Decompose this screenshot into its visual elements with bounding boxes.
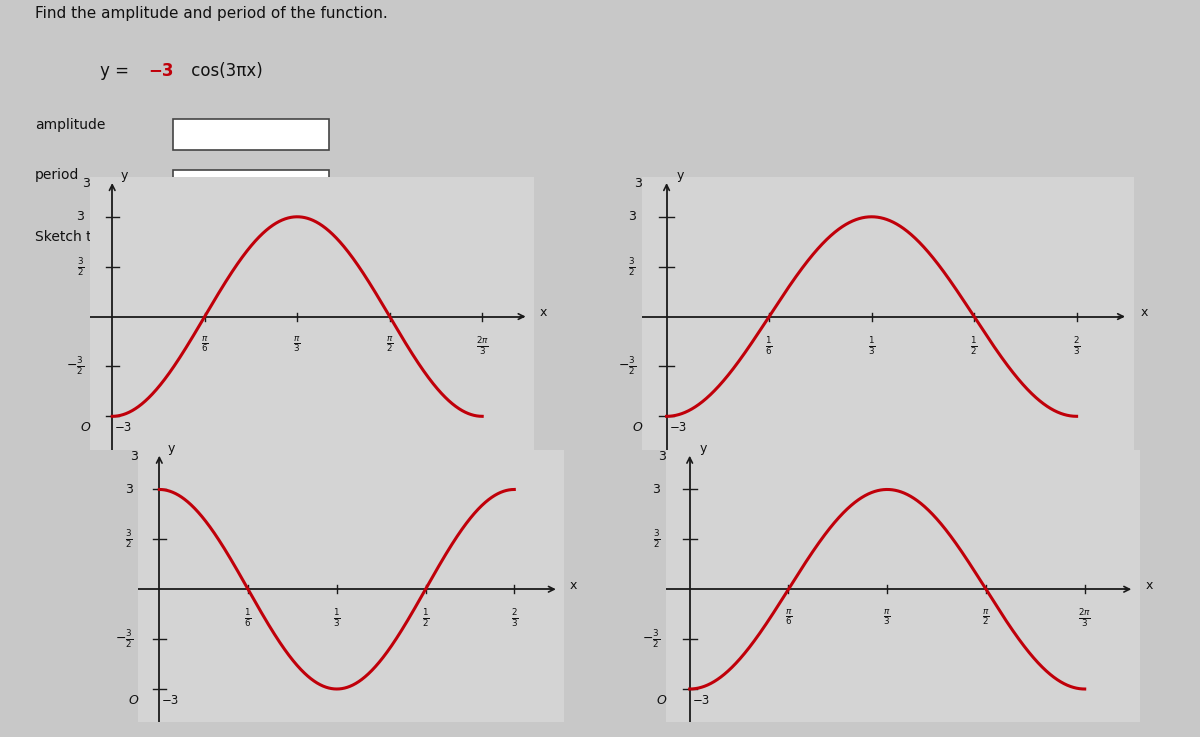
Text: $\frac{3}{2}$: $\frac{3}{2}$ bbox=[653, 528, 660, 551]
Text: $\frac{\pi}{3}$: $\frac{\pi}{3}$ bbox=[883, 607, 890, 627]
Text: Find the amplitude and period of the function.: Find the amplitude and period of the fun… bbox=[35, 6, 388, 21]
Text: amplitude: amplitude bbox=[35, 118, 106, 132]
Text: 3: 3 bbox=[634, 177, 642, 190]
Text: x: x bbox=[1146, 579, 1153, 592]
Text: x: x bbox=[569, 579, 577, 592]
Text: $\frac{1}{3}$: $\frac{1}{3}$ bbox=[334, 607, 341, 629]
Text: $\frac{3}{2}$: $\frac{3}{2}$ bbox=[629, 256, 636, 278]
Text: $\frac{\pi}{2}$: $\frac{\pi}{2}$ bbox=[386, 335, 394, 354]
FancyBboxPatch shape bbox=[173, 119, 329, 150]
Text: $\frac{3}{2}$: $\frac{3}{2}$ bbox=[77, 256, 84, 278]
Text: $\frac{\pi}{6}$: $\frac{\pi}{6}$ bbox=[200, 335, 209, 354]
Text: $-\frac{3}{2}$: $-\frac{3}{2}$ bbox=[115, 628, 133, 650]
Text: −3: −3 bbox=[162, 694, 179, 707]
Text: $\frac{2}{3}$: $\frac{2}{3}$ bbox=[1073, 335, 1080, 357]
Text: 3: 3 bbox=[658, 450, 666, 463]
Text: y: y bbox=[121, 169, 128, 182]
FancyBboxPatch shape bbox=[173, 170, 329, 200]
Text: $\frac{1}{3}$: $\frac{1}{3}$ bbox=[868, 335, 875, 357]
Text: 3: 3 bbox=[130, 450, 138, 463]
Text: y: y bbox=[168, 441, 175, 455]
Text: $\frac{2\pi}{3}$: $\frac{2\pi}{3}$ bbox=[1079, 607, 1091, 629]
Text: 3: 3 bbox=[82, 177, 90, 190]
Text: 3: 3 bbox=[653, 483, 660, 496]
Text: O: O bbox=[80, 422, 90, 434]
Text: y: y bbox=[700, 441, 707, 455]
Text: O: O bbox=[656, 694, 666, 707]
Text: −3: −3 bbox=[692, 694, 710, 707]
Text: $\frac{2\pi}{3}$: $\frac{2\pi}{3}$ bbox=[475, 335, 488, 357]
Text: O: O bbox=[128, 694, 138, 707]
Text: −3: −3 bbox=[115, 422, 132, 434]
Text: Sketch the graph of the function.: Sketch the graph of the function. bbox=[35, 230, 264, 244]
Text: $\frac{2}{3}$: $\frac{2}{3}$ bbox=[510, 607, 518, 629]
Text: 3: 3 bbox=[77, 210, 84, 223]
Text: O: O bbox=[632, 422, 642, 434]
Text: $-\frac{3}{2}$: $-\frac{3}{2}$ bbox=[642, 628, 660, 650]
Text: $\frac{1}{6}$: $\frac{1}{6}$ bbox=[245, 607, 252, 629]
Text: y =: y = bbox=[100, 62, 134, 80]
Text: $\frac{\pi}{3}$: $\frac{\pi}{3}$ bbox=[294, 335, 301, 354]
Text: −3: −3 bbox=[149, 62, 174, 80]
Text: y: y bbox=[677, 169, 684, 182]
Text: $\frac{1}{2}$: $\frac{1}{2}$ bbox=[971, 335, 978, 357]
Text: −3: −3 bbox=[670, 422, 686, 434]
Text: $\frac{1}{2}$: $\frac{1}{2}$ bbox=[421, 607, 430, 629]
Text: cos(3πx): cos(3πx) bbox=[186, 62, 263, 80]
Text: $\frac{\pi}{6}$: $\frac{\pi}{6}$ bbox=[785, 607, 792, 627]
Text: 3: 3 bbox=[125, 483, 133, 496]
Text: $\frac{1}{6}$: $\frac{1}{6}$ bbox=[766, 335, 773, 357]
Text: x: x bbox=[1140, 306, 1147, 319]
Text: $-\frac{3}{2}$: $-\frac{3}{2}$ bbox=[66, 355, 84, 377]
Text: x: x bbox=[540, 306, 547, 319]
Text: period: period bbox=[35, 168, 79, 182]
Text: $\frac{3}{2}$: $\frac{3}{2}$ bbox=[125, 528, 133, 551]
Text: $-\frac{3}{2}$: $-\frac{3}{2}$ bbox=[618, 355, 636, 377]
Text: $\frac{\pi}{2}$: $\frac{\pi}{2}$ bbox=[982, 607, 990, 627]
Text: 3: 3 bbox=[628, 210, 636, 223]
